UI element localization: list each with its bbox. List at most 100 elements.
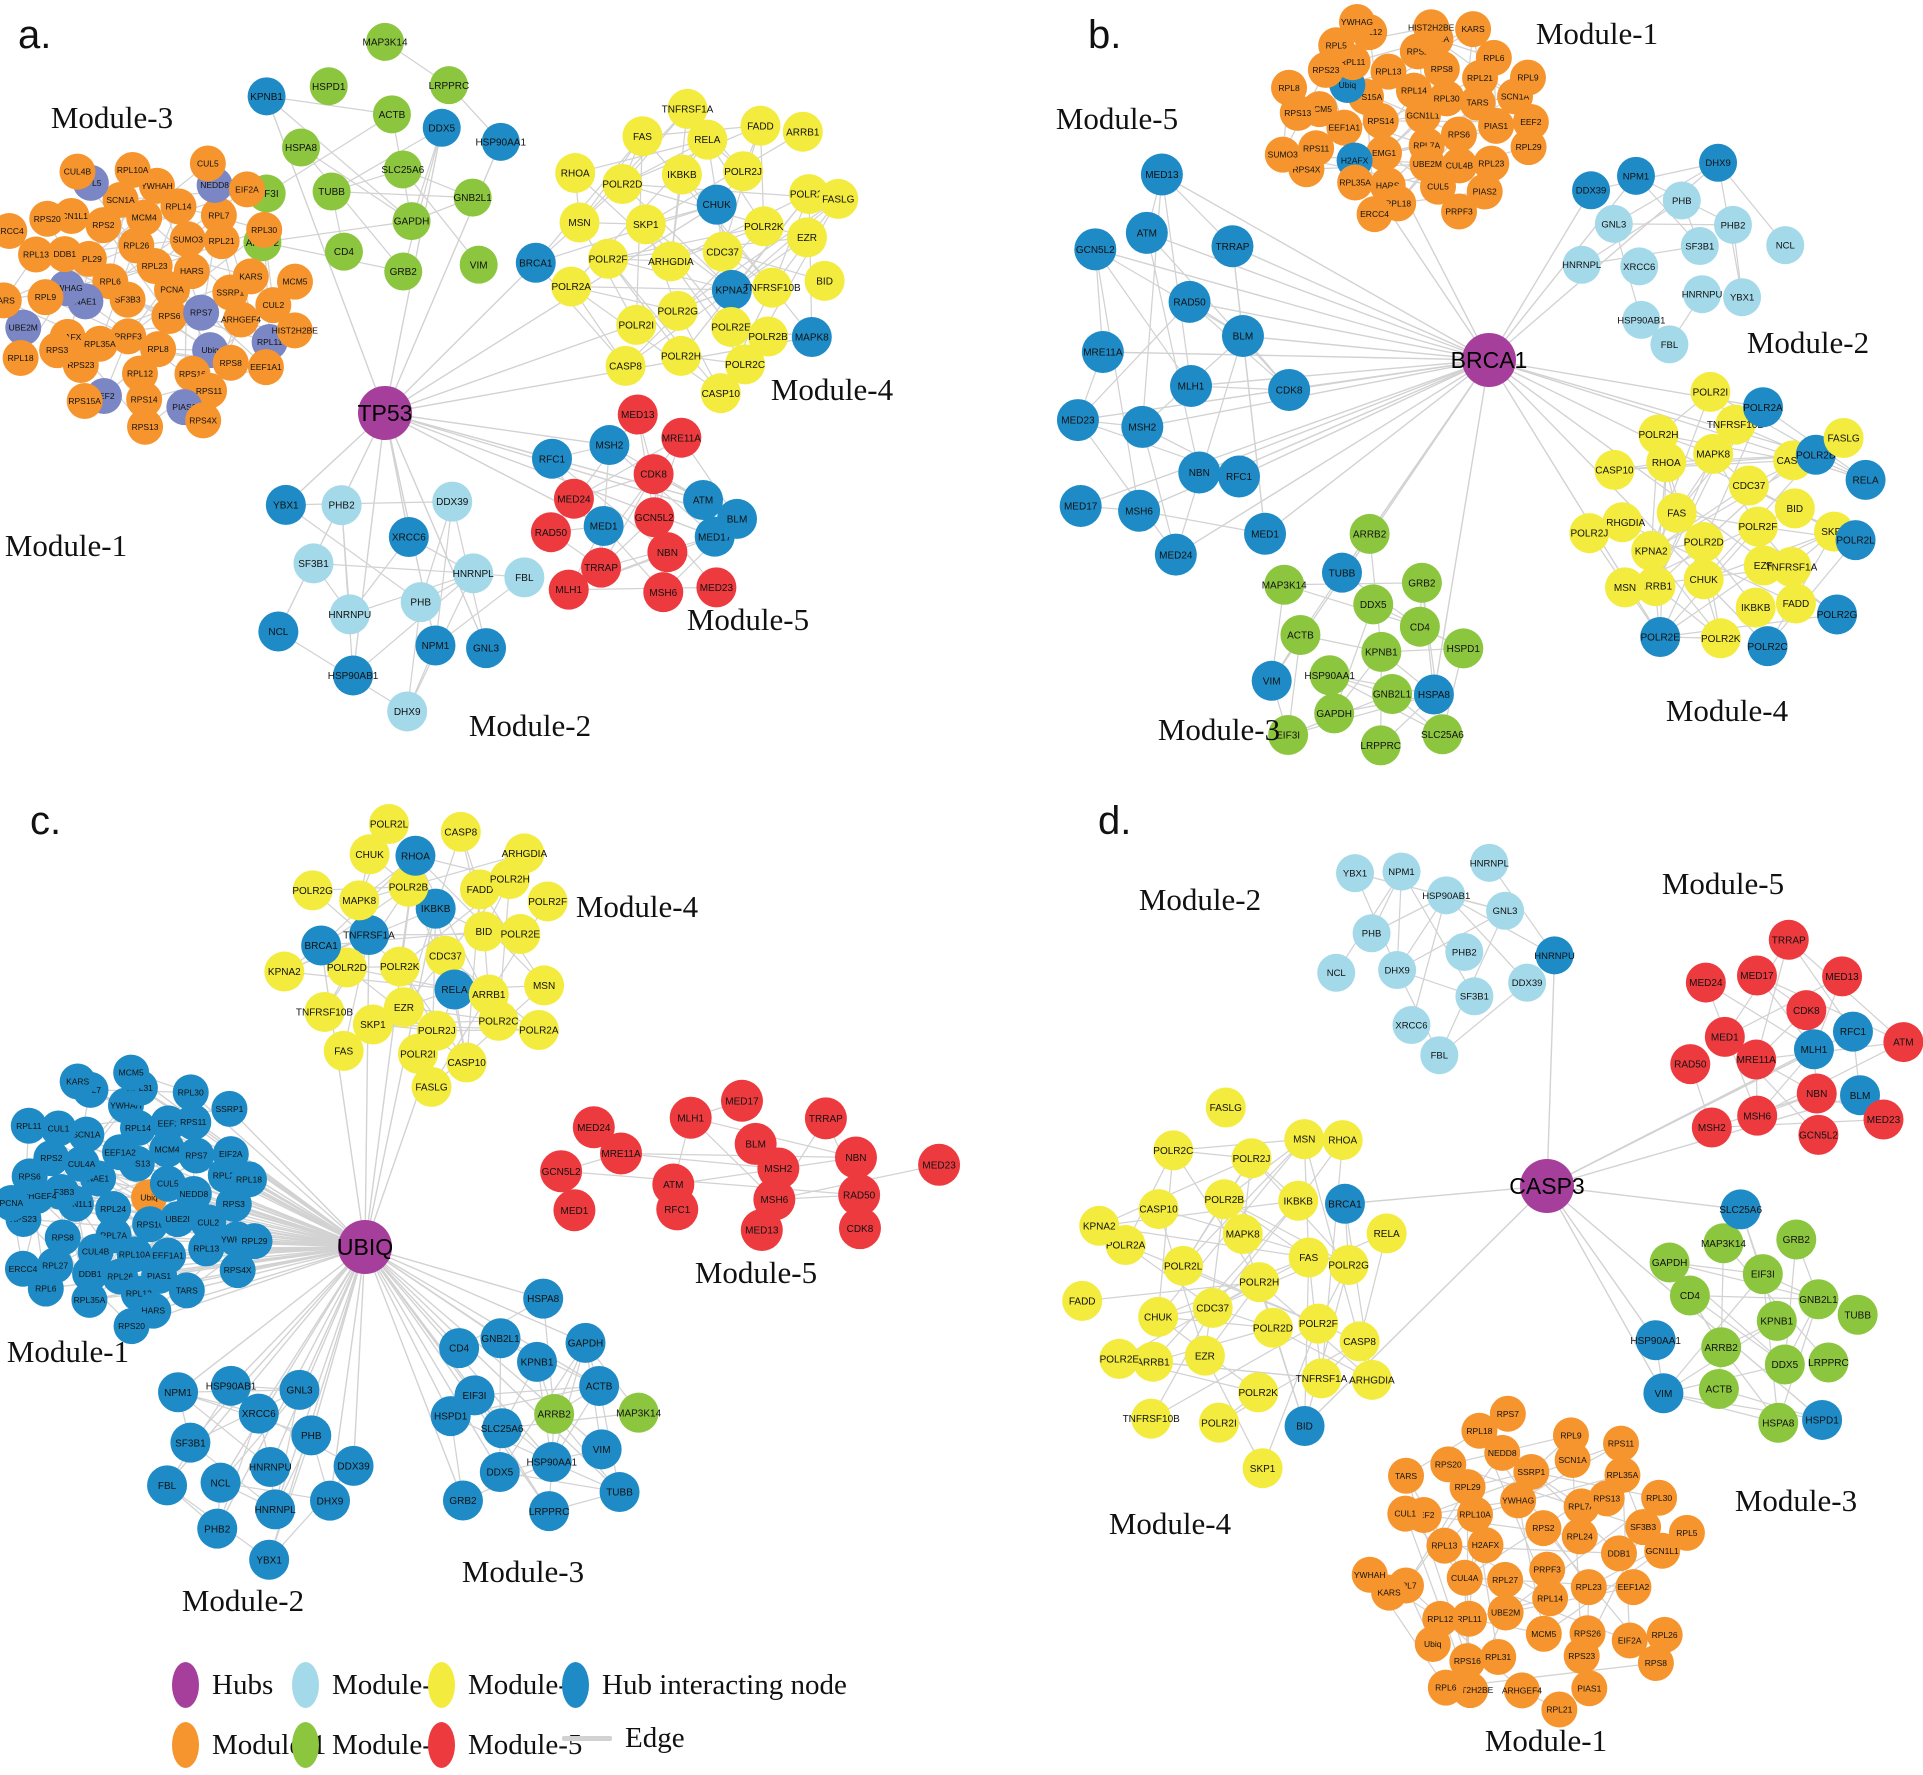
network-node[interactable]: GNL3 bbox=[1486, 891, 1525, 930]
network-node[interactable]: GRB2 bbox=[1401, 562, 1442, 603]
network-node[interactable]: MED23 bbox=[1056, 399, 1099, 442]
network-node[interactable]: BID bbox=[463, 911, 504, 952]
network-node[interactable]: POLR2F bbox=[1298, 1303, 1339, 1344]
network-node[interactable]: FBL bbox=[147, 1465, 188, 1506]
network-node[interactable]: RFC1 bbox=[531, 438, 572, 479]
network-node[interactable]: KPNB1 bbox=[247, 77, 286, 116]
network-node[interactable]: RELA bbox=[434, 969, 475, 1010]
network-node[interactable]: KARS bbox=[59, 1063, 96, 1100]
network-node[interactable]: CUL5 bbox=[189, 145, 226, 182]
network-node[interactable]: POLR2C bbox=[1748, 626, 1788, 667]
network-node[interactable]: NPM1 bbox=[1382, 852, 1421, 891]
network-node[interactable]: IKBKB bbox=[1735, 587, 1776, 628]
network-node[interactable]: POLR2J bbox=[723, 151, 764, 192]
network-node[interactable]: MCM5 bbox=[1525, 1615, 1562, 1652]
network-node[interactable]: NBN bbox=[834, 1136, 877, 1179]
network-node[interactable]: TUBB bbox=[599, 1472, 640, 1513]
network-node[interactable]: MED24 bbox=[1154, 533, 1197, 576]
network-node[interactable]: MCM5 bbox=[113, 1054, 150, 1091]
network-node[interactable]: RPL9 bbox=[1509, 59, 1546, 96]
network-node[interactable]: FASLG bbox=[1205, 1087, 1246, 1128]
network-node[interactable]: HSPD1 bbox=[430, 1396, 471, 1437]
network-node[interactable]: EEF1A1 bbox=[247, 349, 284, 386]
network-node[interactable]: PHB bbox=[1662, 181, 1701, 220]
network-node[interactable]: ARRB1 bbox=[782, 111, 823, 152]
network-node[interactable]: RPL35A bbox=[1604, 1456, 1641, 1493]
network-node[interactable]: POLR2K bbox=[1700, 618, 1741, 659]
network-node[interactable]: HSPA8 bbox=[523, 1278, 564, 1319]
network-node[interactable]: RPL6 bbox=[1427, 1669, 1464, 1706]
network-node[interactable]: MSN bbox=[524, 965, 565, 1006]
network-node[interactable]: CD4 bbox=[1669, 1275, 1710, 1316]
network-node[interactable]: MSH2 bbox=[589, 425, 630, 466]
network-node[interactable]: RPL9 bbox=[1552, 1417, 1589, 1454]
network-node[interactable]: RPS3 bbox=[39, 332, 76, 369]
network-node[interactable]: GAPDH bbox=[1649, 1242, 1690, 1283]
network-node[interactable]: MED24 bbox=[1685, 962, 1726, 1003]
network-node[interactable]: FAS bbox=[1656, 492, 1697, 533]
network-node[interactable]: RHOA bbox=[1322, 1120, 1363, 1161]
network-node[interactable]: CDC37 bbox=[1728, 465, 1769, 506]
network-node[interactable]: BID bbox=[1284, 1406, 1325, 1447]
network-node[interactable]: MSN bbox=[1284, 1119, 1325, 1160]
network-node[interactable]: NBN bbox=[647, 532, 688, 573]
network-node[interactable]: PIAS1 bbox=[1571, 1670, 1608, 1707]
network-node[interactable]: SKP1 bbox=[625, 204, 666, 245]
network-node[interactable]: FASLG bbox=[411, 1066, 452, 1107]
network-node[interactable]: CASP10 bbox=[700, 373, 741, 414]
network-node[interactable]: NCL bbox=[1766, 226, 1805, 265]
network-node[interactable]: FBL bbox=[1420, 1036, 1459, 1075]
network-node[interactable]: POLR2E bbox=[1640, 616, 1680, 657]
network-node[interactable]: SF3B1 bbox=[1680, 227, 1719, 266]
network-node[interactable]: FBL bbox=[504, 557, 545, 598]
network-node[interactable]: DDX39 bbox=[333, 1445, 374, 1486]
network-node[interactable]: POLR2C bbox=[1153, 1130, 1193, 1171]
network-node[interactable]: POLR2L bbox=[369, 803, 410, 844]
network-node[interactable]: POLR2J bbox=[1231, 1138, 1272, 1179]
network-node[interactable]: SUMO3 bbox=[169, 221, 206, 258]
network-node[interactable]: MED1 bbox=[583, 505, 624, 546]
network-node[interactable]: MED24 bbox=[553, 478, 594, 519]
network-node[interactable]: TUBB bbox=[1321, 552, 1362, 593]
network-node[interactable]: RPS7 bbox=[183, 294, 220, 331]
network-node[interactable]: CDC37 bbox=[425, 935, 466, 976]
network-node[interactable]: MAPK8 bbox=[339, 880, 380, 921]
network-node[interactable]: POLR2F bbox=[527, 881, 568, 922]
network-node[interactable]: FADD bbox=[740, 105, 781, 146]
network-node[interactable]: KPNA2 bbox=[1079, 1205, 1120, 1246]
network-node[interactable]: RPL30 bbox=[172, 1074, 209, 1111]
network-node[interactable]: MED13 bbox=[1140, 153, 1183, 196]
network-node[interactable]: POLR2H bbox=[1638, 414, 1678, 455]
network-node[interactable]: RPL30 bbox=[1641, 1479, 1678, 1516]
network-node[interactable]: DDX5 bbox=[1353, 584, 1394, 625]
network-node[interactable]: RPS23 bbox=[1563, 1637, 1600, 1674]
network-node[interactable]: CDC37 bbox=[1192, 1287, 1233, 1328]
network-node[interactable]: VIM bbox=[459, 245, 498, 284]
network-node[interactable]: YWHAG bbox=[1338, 3, 1375, 40]
network-node[interactable]: MED13 bbox=[617, 394, 658, 435]
network-node[interactable]: POLR2L bbox=[1163, 1245, 1204, 1286]
network-node[interactable]: SF3B1 bbox=[293, 543, 334, 584]
network-node[interactable]: RFC1 bbox=[656, 1188, 699, 1231]
network-node[interactable]: HSP90AA1 bbox=[1304, 655, 1355, 696]
network-node[interactable]: HSP90AA1 bbox=[1630, 1320, 1681, 1361]
network-node[interactable]: PHB bbox=[291, 1415, 332, 1456]
network-node[interactable]: PHB2 bbox=[1713, 205, 1752, 244]
network-node[interactable]: MLH1 bbox=[669, 1096, 712, 1139]
network-node[interactable]: RHOA bbox=[395, 835, 436, 876]
network-node[interactable]: KARS bbox=[232, 258, 269, 295]
network-node[interactable]: CUL4A bbox=[1446, 1559, 1483, 1596]
network-node[interactable]: HNRNPL bbox=[255, 1489, 297, 1530]
network-node[interactable]: DDX39 bbox=[1508, 963, 1547, 1002]
network-node[interactable]: RPL18 bbox=[230, 1161, 267, 1198]
network-node[interactable]: TARS bbox=[168, 1272, 205, 1309]
network-node[interactable]: POLR2K bbox=[1238, 1372, 1278, 1413]
network-node[interactable]: MAPK8 bbox=[1222, 1214, 1263, 1255]
network-node[interactable]: GCN5L2 bbox=[540, 1150, 583, 1193]
network-node[interactable]: ACTB bbox=[579, 1366, 620, 1407]
network-node[interactable]: ATM bbox=[683, 479, 724, 520]
network-node[interactable]: GAPDH bbox=[1314, 693, 1355, 734]
network-node[interactable]: POLR2D bbox=[1253, 1307, 1293, 1348]
network-node[interactable]: ACTB bbox=[1280, 614, 1321, 655]
network-node[interactable]: HSP90AB1 bbox=[1422, 876, 1470, 915]
